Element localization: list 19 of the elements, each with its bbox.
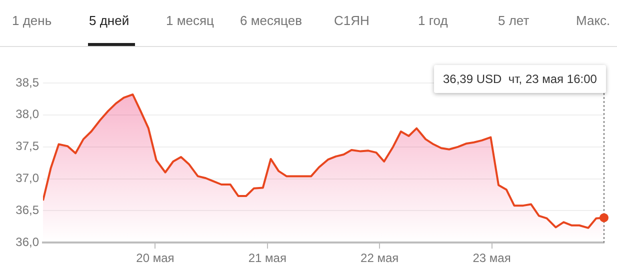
text: 1 месяц <box>166 13 214 28</box>
y-tick-label: 38,5 <box>16 75 40 90</box>
x-tick-label: 21 мая <box>248 251 286 266</box>
x-tick-label: 20 мая <box>136 251 174 266</box>
text: 5 дней <box>89 13 130 28</box>
text: Макс. <box>576 13 610 28</box>
text: 1 день <box>12 13 52 28</box>
x-tick-label: 23 мая <box>472 251 511 266</box>
text: 1 год <box>418 13 448 28</box>
x-tick-label: 22 мая <box>360 251 399 266</box>
y-tick-label: 37,0 <box>16 171 40 186</box>
text: 5 лет <box>498 13 530 28</box>
y-tick-label: 38,0 <box>16 107 40 122</box>
y-tick-label: 37,5 <box>16 139 40 154</box>
text: 6 месяцев <box>240 13 302 28</box>
y-tick-label: 36,5 <box>16 202 40 217</box>
annotation: 36,39 USD чт, 23 мая 16:00 <box>434 65 606 93</box>
y-tick-label: 36,0 <box>16 234 40 249</box>
text: С1ЯН <box>334 13 370 28</box>
